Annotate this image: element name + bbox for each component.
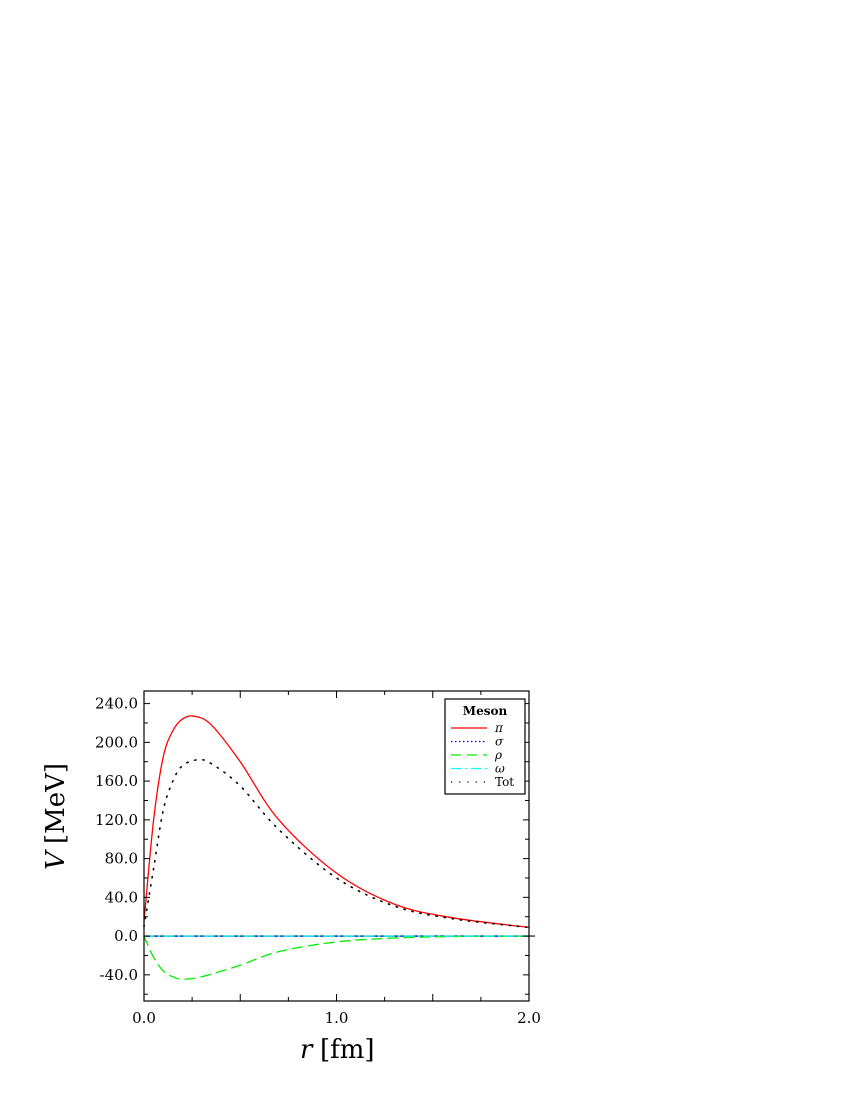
x-axis-label-var: r xyxy=(300,1035,314,1065)
x-tick-label: 2.0 xyxy=(517,1009,541,1027)
y-tick-label: 120.0 xyxy=(95,811,138,829)
y-tick-label: 240.0 xyxy=(95,695,138,713)
legend-title: Meson xyxy=(463,704,508,718)
y-tick-label: 160.0 xyxy=(95,772,138,790)
y-tick-label: 200.0 xyxy=(95,733,138,751)
legend-label: σ xyxy=(495,735,504,749)
legend-label: ω xyxy=(495,762,505,776)
x-tick-label: 0.0 xyxy=(132,1009,156,1027)
y-tick-label: -40.0 xyxy=(100,966,138,984)
x-axis-label-unit: [fm] xyxy=(320,1035,375,1065)
y-axis-label-var: V xyxy=(41,849,71,870)
series-line-2 xyxy=(143,935,530,980)
legend-label: Tot xyxy=(495,775,514,789)
y-tick-label: 0.0 xyxy=(114,927,138,945)
legend-label: π xyxy=(494,721,504,735)
y-tick-label: 80.0 xyxy=(105,850,138,868)
y-axis-label-unit: [MeV] xyxy=(41,763,71,844)
series-line-0 xyxy=(143,715,530,929)
legend-label: ρ xyxy=(494,748,502,762)
y-tick-label: 40.0 xyxy=(105,888,138,906)
x-tick-label: 1.0 xyxy=(325,1009,349,1027)
